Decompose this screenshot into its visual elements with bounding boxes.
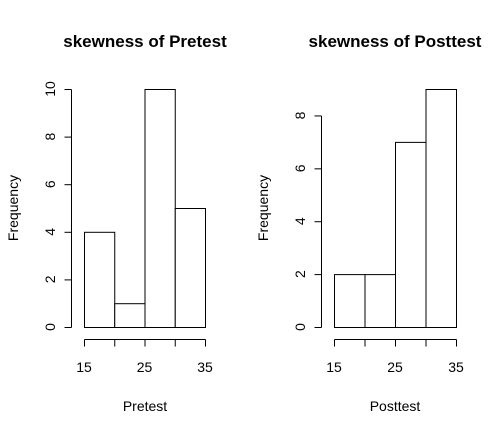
y-tick-label-pretest-4: 4 [42,228,58,236]
y-tick-label-posttest-4: 4 [292,217,308,225]
y-tick-label-pretest-2: 2 [42,275,58,283]
bar-posttest-30-35 [425,89,457,328]
bar-pretest-25-30 [144,89,176,328]
bar-pretest-30-35 [174,208,206,328]
x-axis-pretest: 15 25 35 [76,339,213,375]
bar-pretest-15-20 [84,231,116,328]
y-tick-label-posttest-6: 6 [292,164,308,172]
y-tick-label-posttest-8: 8 [292,111,308,119]
y-tick-label-posttest-0: 0 [292,323,308,331]
x-axis-label-posttest: Posttest [370,398,421,414]
y-axis-posttest: 0 2 4 6 8 [292,111,322,331]
y-axis-label-pretest: Frequency [5,175,21,241]
x-axis-label-pretest: Pretest [123,398,167,414]
posttest-histogram-panel: skewness of Posttest Posttest Frequency … [255,32,482,414]
y-tick-label-pretest-10: 10 [42,81,58,97]
y-tick-label-posttest-2: 2 [292,270,308,278]
pretest-histogram-panel: skewness of Pretest Pretest Frequency 15… [5,32,227,414]
chart-title-posttest: skewness of Posttest [309,32,482,51]
x-tick-label-posttest-25: 25 [387,359,403,375]
bar-posttest-25-30 [395,141,427,328]
x-tick-label-pretest-15: 15 [76,359,92,375]
bars-pretest [84,89,206,329]
y-tick-label-pretest-6: 6 [42,180,58,188]
x-tick-label-posttest-35: 35 [448,359,464,375]
x-tick-label-pretest-35: 35 [197,359,213,375]
y-tick-label-pretest-8: 8 [42,132,58,140]
y-axis-pretest: 0 2 4 6 8 10 [42,81,72,331]
bar-posttest-15-20 [334,274,366,329]
bar-pretest-20-25 [114,303,146,329]
x-tick-label-posttest-15: 15 [326,359,342,375]
bars-posttest [334,89,457,329]
bar-posttest-20-25 [364,274,396,329]
x-tick-label-pretest-25: 25 [137,359,153,375]
chart-title-pretest: skewness of Pretest [63,32,227,51]
y-tick-label-pretest-0: 0 [42,323,58,331]
y-axis-label-posttest: Frequency [255,175,271,241]
x-axis-posttest: 15 25 35 [326,339,464,375]
